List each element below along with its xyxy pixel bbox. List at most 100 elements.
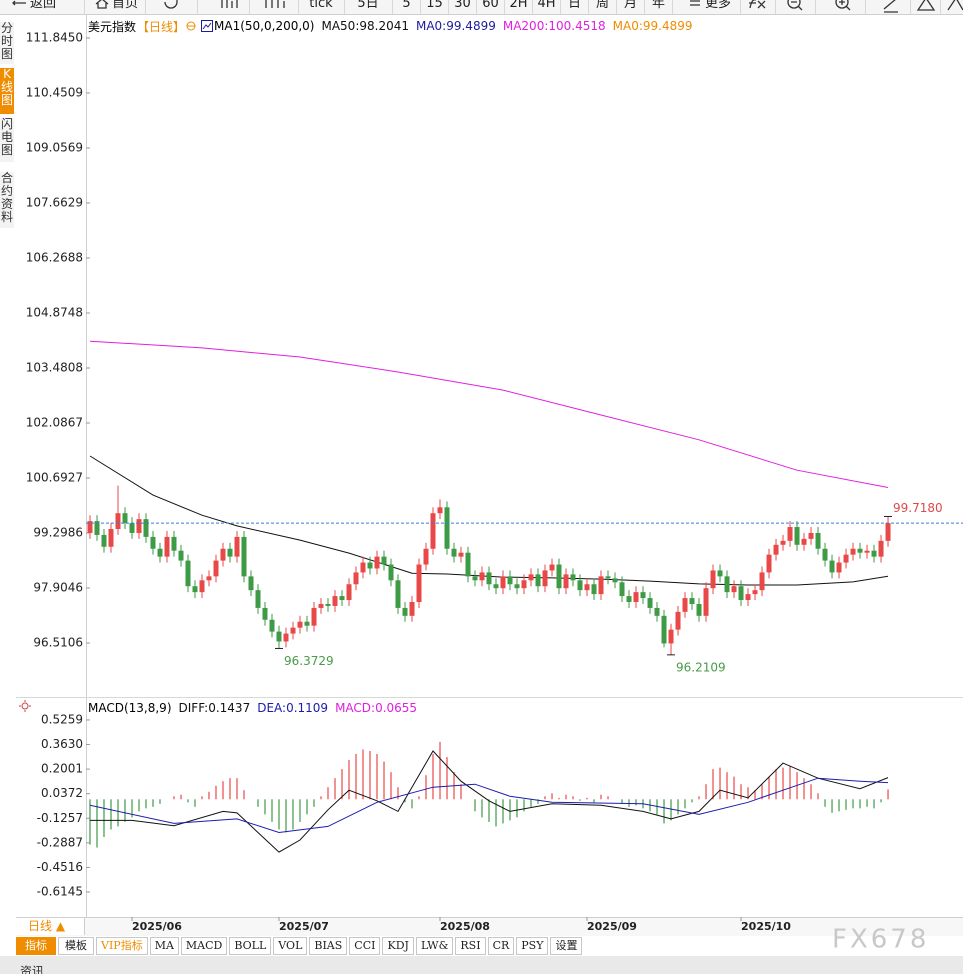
legend-entry: MA0:99.4899 <box>612 19 693 33</box>
y-tick-label: 0.0372 <box>41 786 83 800</box>
x-tick-label: 2025/08 <box>440 920 490 933</box>
candle-body <box>836 562 842 573</box>
toolbar-button[interactable]: 4H <box>537 0 556 11</box>
tab[interactable]: VIP指标 <box>96 937 148 955</box>
tab[interactable]: PSY <box>516 937 549 955</box>
candle-body <box>346 584 352 601</box>
tab[interactable]: CR <box>487 937 515 955</box>
candle-body <box>689 598 695 604</box>
candle-body <box>227 548 233 557</box>
toolbar-button[interactable]: 15 <box>426 0 443 11</box>
sidebar-tab[interactable]: 闪电图 <box>0 118 14 162</box>
tab[interactable]: BOLL <box>229 937 272 955</box>
candle-body <box>437 507 443 514</box>
candle-body <box>185 560 191 587</box>
candle-body <box>724 576 730 593</box>
tab[interactable]: RSI <box>455 937 486 955</box>
y-tick-label: 96.5106 <box>33 636 83 650</box>
candle-body <box>710 570 716 589</box>
extreme-label: 96.3729 <box>284 654 334 668</box>
candle-body <box>556 564 562 589</box>
candle-body <box>213 560 219 577</box>
y-tick-label: 103.4808 <box>26 360 83 374</box>
tab[interactable]: MA <box>149 937 179 955</box>
candle-body <box>262 607 268 620</box>
candle-body <box>717 570 723 577</box>
period-button[interactable]: 日线 ▲ <box>16 918 85 935</box>
x-tick-label: 2025/06 <box>132 920 182 933</box>
tab[interactable]: CCI <box>349 937 381 955</box>
tab[interactable]: 指标 <box>16 937 56 955</box>
sidebar-tab[interactable]: 分时图 <box>0 22 14 64</box>
candle-body <box>822 548 828 561</box>
footer-bg <box>0 956 963 974</box>
tab[interactable]: BIAS <box>309 937 348 955</box>
y-tick-label: 0.5259 <box>41 712 83 726</box>
macd-icon-rays <box>19 700 31 712</box>
candle-body <box>493 584 499 589</box>
candle-body <box>850 548 856 555</box>
toolbar-button[interactable]: 周 <box>595 0 609 11</box>
candle-body <box>591 584 597 595</box>
candle-body <box>465 552 471 577</box>
candle-body <box>129 523 135 533</box>
toolbar-button[interactable]: 30 <box>454 0 471 11</box>
candle-body <box>164 536 170 557</box>
legend-entry: MA0:99.4899 <box>415 19 496 33</box>
toolbar-button[interactable]: 年 <box>651 0 665 11</box>
tab[interactable]: 模板 <box>58 937 94 955</box>
candle-body <box>276 631 282 642</box>
toolbar-button[interactable]: 5日 <box>357 0 379 11</box>
tab[interactable]: KDJ <box>382 937 414 955</box>
legend-entry: DEA:0.1109 <box>257 701 329 715</box>
candle-body <box>794 527 800 545</box>
candle-body <box>332 596 338 606</box>
candle-body <box>626 596 632 603</box>
candle-body <box>514 584 520 589</box>
toolbar-button[interactable]: tick <box>309 0 333 11</box>
candle-body <box>738 586 744 601</box>
indicator-icon[interactable] <box>201 20 214 32</box>
candle-body <box>87 521 93 533</box>
candle-body <box>612 578 618 583</box>
sidebar-tab-active[interactable]: K线图 <box>0 68 14 114</box>
candle-body <box>269 619 275 632</box>
toolbar-button[interactable]: 60 <box>482 0 499 11</box>
candle-body <box>521 580 527 589</box>
y-tick-label: 110.4509 <box>26 85 83 99</box>
tab[interactable]: VOL <box>273 937 308 955</box>
candle-body <box>171 536 177 551</box>
y-tick-label: -0.1257 <box>37 811 83 825</box>
candle-body <box>143 519 149 537</box>
settings-icon[interactable] <box>186 21 196 31</box>
candle-body <box>584 584 590 591</box>
candle-body <box>304 621 310 626</box>
toolbar-button[interactable]: 更多 <box>704 0 731 11</box>
ma-line <box>89 340 889 488</box>
tab[interactable]: LW& <box>415 937 454 955</box>
date-bar <box>16 917 963 936</box>
candle-body <box>234 536 240 557</box>
candle-body <box>668 629 674 644</box>
candle-body <box>178 550 184 561</box>
toolbar-button[interactable]: 返回 <box>29 0 56 11</box>
toolbar-button[interactable]: 首页 <box>111 0 138 11</box>
candle-body <box>353 572 359 585</box>
candle-body <box>570 574 576 581</box>
candle-body <box>339 596 345 601</box>
toolbar-button[interactable]: 2H <box>509 0 528 11</box>
candle-body <box>486 572 492 585</box>
toolbar-button[interactable]: 月 <box>623 0 637 11</box>
period-label: 【日线】 <box>137 19 186 34</box>
candle-body <box>220 548 226 561</box>
toolbar-button[interactable]: 5 <box>402 0 411 11</box>
sidebar-tab[interactable]: 合约资料 <box>0 172 14 228</box>
tab[interactable]: MACD <box>180 937 228 955</box>
toolbar-button[interactable]: 日 <box>567 0 581 11</box>
tab[interactable]: 设置 <box>550 937 583 955</box>
candle-body <box>808 532 814 539</box>
candle-body <box>409 602 415 616</box>
candle-body <box>248 576 254 591</box>
toolbar-icons[interactable] <box>12 0 963 13</box>
